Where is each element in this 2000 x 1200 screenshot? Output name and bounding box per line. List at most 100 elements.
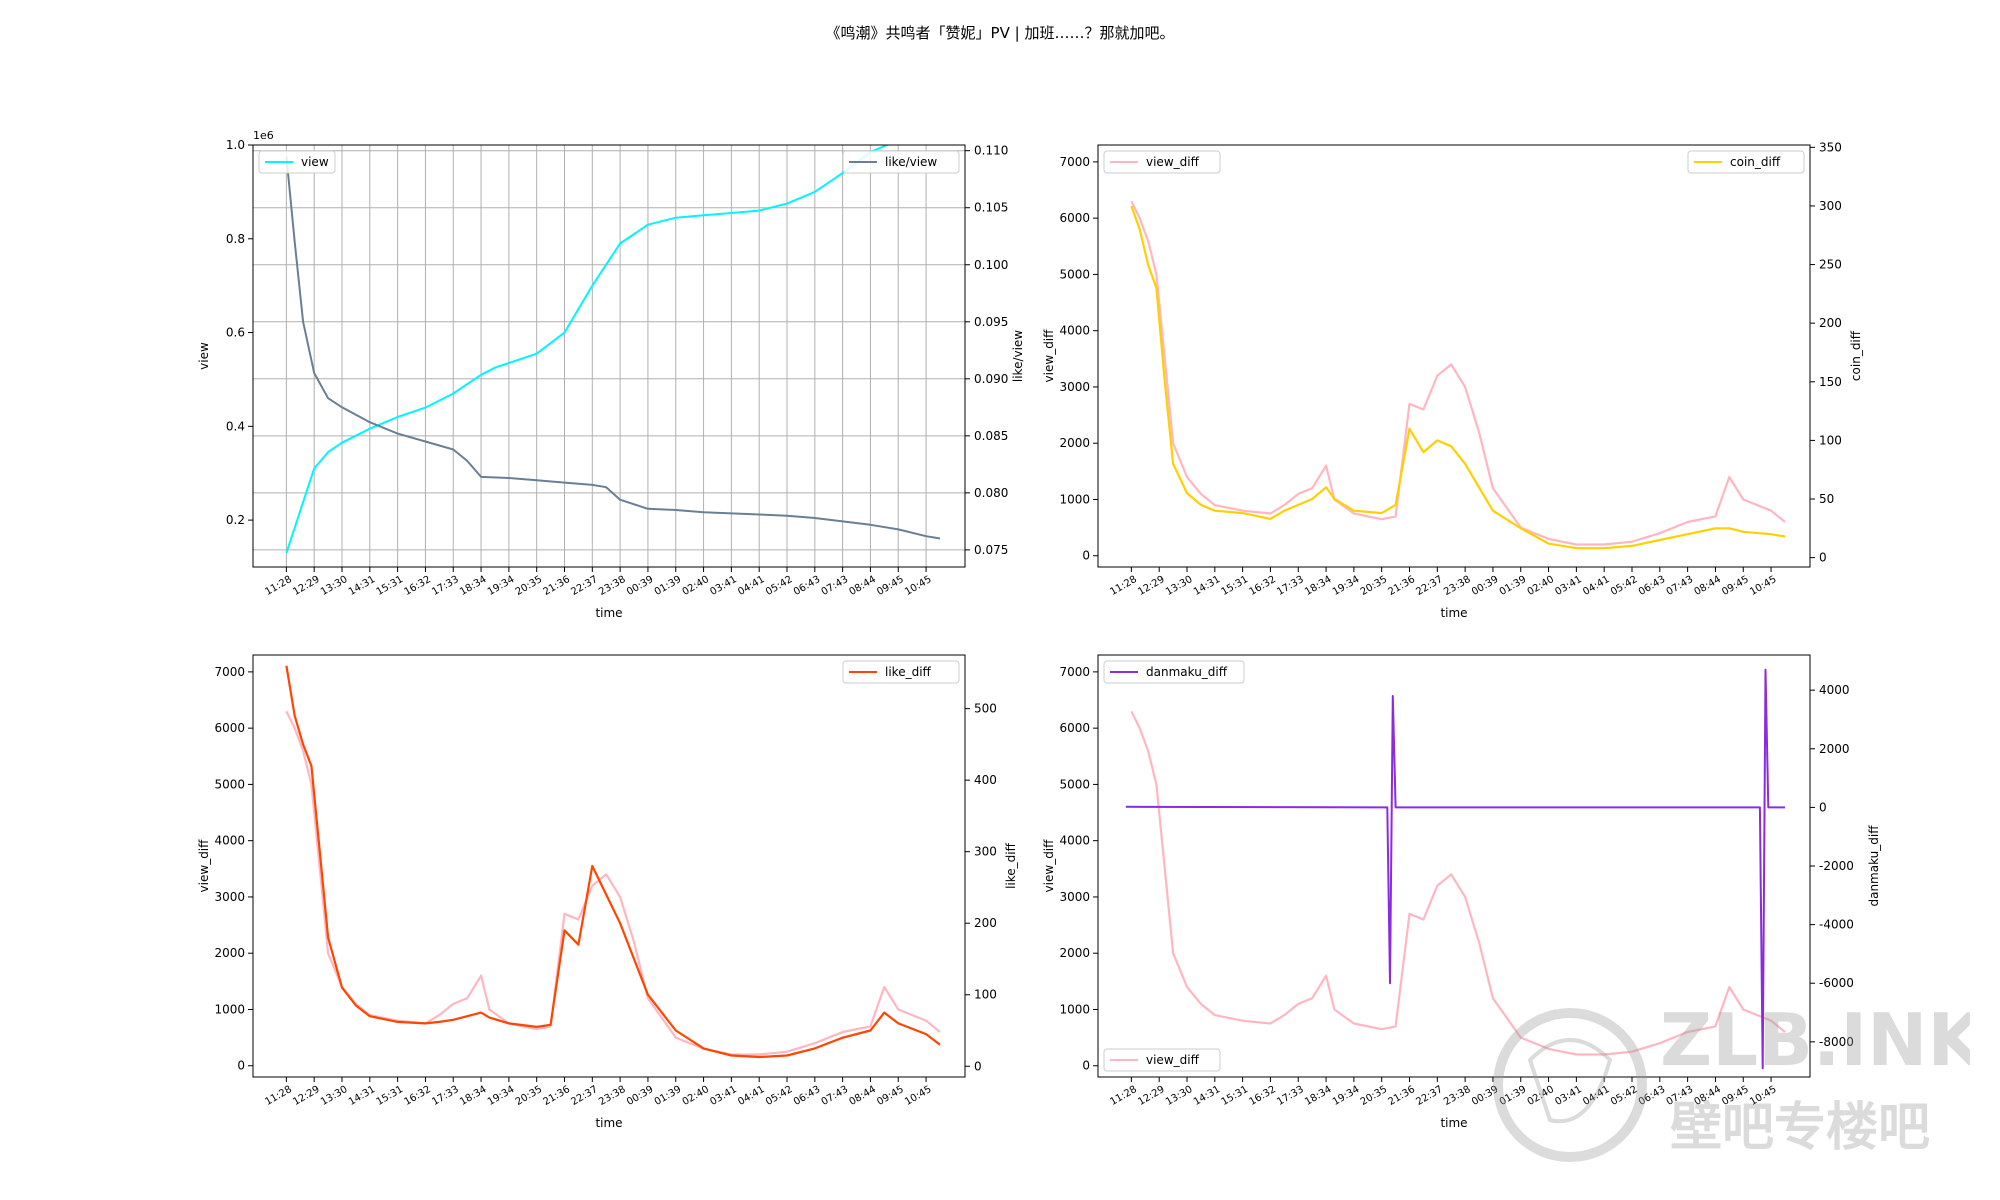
x-tick-label: 09:45 <box>875 574 905 598</box>
x-tick-label: 22:37 <box>569 1084 599 1108</box>
y-offset-text: 1e6 <box>253 129 274 142</box>
x-tick-label: 22:37 <box>569 574 599 598</box>
y-tick-label: 3000 <box>1059 380 1090 394</box>
y-right-tick-label: 250 <box>1819 258 1842 272</box>
x-tick-label: 05:42 <box>764 1084 794 1108</box>
subplot-view-likeview: 11:2812:2913:3014:3115:3116:3217:3318:34… <box>197 129 1025 620</box>
x-tick-label: 04:41 <box>736 1084 766 1108</box>
legend-label: view_diff <box>1146 1053 1200 1067</box>
y-tick-label: 5000 <box>1059 777 1090 791</box>
x-tick-label: 17:33 <box>1275 1084 1305 1108</box>
legend-box <box>842 660 960 684</box>
x-tick-label: 22:37 <box>1414 574 1444 598</box>
x-tick-label: 11:28 <box>1108 574 1138 598</box>
y-right-tick-label: 300 <box>974 845 997 859</box>
y-right-tick-label: -8000 <box>1819 1035 1854 1049</box>
series-line-view_diff-0 <box>1130 710 1786 1056</box>
subplot-viewdiff-likediff: 11:2812:2913:3014:3115:3116:3217:3318:34… <box>197 654 1018 1130</box>
legend-box <box>258 150 336 174</box>
x-tick-label: 21:36 <box>542 574 572 598</box>
y-right-tick-label: 0.085 <box>974 429 1008 443</box>
y-tick-label: 1000 <box>1059 1002 1090 1016</box>
x-tick-label: 04:41 <box>736 574 766 598</box>
legend-label: view_diff <box>1146 155 1200 169</box>
x-tick-label: 16:32 <box>402 574 432 598</box>
x-axis-label: time <box>595 1116 622 1130</box>
x-tick-label: 12:29 <box>1136 1084 1166 1108</box>
legend-label: like_diff <box>885 665 932 679</box>
legend-label: view <box>301 155 329 169</box>
y-right-tick-label: -2000 <box>1819 859 1854 873</box>
x-tick-label: 00:39 <box>625 1084 655 1108</box>
x-tick-label: 18:34 <box>458 1084 488 1108</box>
x-tick-label: 18:34 <box>1303 1084 1333 1108</box>
plot-frame <box>1097 654 1811 1078</box>
x-tick-label: 20:35 <box>1359 574 1389 598</box>
x-tick-label: 12:29 <box>291 574 321 598</box>
y-tick-label: 0.6 <box>226 326 245 340</box>
y-right-tick-label: 200 <box>1819 316 1842 330</box>
x-tick-label: 15:31 <box>375 574 405 598</box>
series-line-view_diff-0 <box>1130 200 1786 546</box>
x-tick-label: 16:32 <box>1247 574 1277 598</box>
y-tick-label: 6000 <box>214 721 245 735</box>
x-tick-label: 13:30 <box>319 574 349 598</box>
x-tick-label: 06:43 <box>1637 574 1667 598</box>
series-line-view-0 <box>285 145 890 554</box>
x-tick-label: 07:43 <box>820 574 850 598</box>
series-line-coin_diff-1 <box>1130 205 1786 550</box>
x-tick-label: 23:38 <box>597 1084 627 1108</box>
x-tick-label: 21:36 <box>542 1084 572 1108</box>
x-tick-label: 19:34 <box>1331 1084 1361 1108</box>
y-right-tick-label: 0.110 <box>974 144 1008 158</box>
x-tick-label: 02:40 <box>681 574 711 598</box>
x-tick-label: 23:38 <box>1442 1084 1472 1108</box>
x-tick-label: 13:30 <box>319 1084 349 1108</box>
x-tick-label: 02:40 <box>1526 574 1556 598</box>
y-right-tick-label: 150 <box>1819 375 1842 389</box>
y-right-tick-label: 300 <box>1819 199 1842 213</box>
x-tick-label: 17:33 <box>1275 574 1305 598</box>
x-tick-label: 08:44 <box>1692 574 1722 598</box>
x-tick-label: 13:30 <box>1164 1084 1194 1108</box>
figure-title: 《鸣潮》共鸣者「赞妮」PV | 加班……？那就加吧。 <box>825 24 1175 42</box>
y-right-tick-label: 500 <box>974 702 997 716</box>
x-tick-label: 21:36 <box>1387 1084 1417 1108</box>
y-right-tick-label: 350 <box>1819 140 1842 154</box>
subplot-viewdiff-coindiff: 11:2812:2913:3014:3115:3116:3217:3318:34… <box>1042 140 1863 620</box>
y-right-tick-label: 200 <box>974 916 997 930</box>
x-axis-label: time <box>1440 1116 1467 1130</box>
y-tick-label: 7000 <box>1059 665 1090 679</box>
y-right-tick-label: 0 <box>1819 800 1827 814</box>
x-tick-label: 12:29 <box>1136 574 1166 598</box>
series-line-view_diff-0 <box>285 710 941 1056</box>
y-right-tick-label: 0 <box>974 1059 982 1073</box>
x-tick-label: 16:32 <box>1247 1084 1277 1108</box>
x-tick-label: 01:39 <box>653 574 683 598</box>
plot-frame <box>1097 144 1811 568</box>
y-tick-label: 1.0 <box>226 138 245 152</box>
y-tick-label: 6000 <box>1059 211 1090 225</box>
plot-frame <box>252 144 966 568</box>
legend-box <box>1103 660 1245 684</box>
x-tick-label: 14:31 <box>347 574 377 598</box>
y-right-tick-label: 100 <box>974 988 997 1002</box>
x-tick-label: 08:44 <box>847 1084 877 1108</box>
y-right-tick-label: 2000 <box>1819 742 1850 756</box>
y-tick-label: 0 <box>237 1059 245 1073</box>
x-tick-label: 23:38 <box>1442 574 1472 598</box>
x-tick-label: 01:39 <box>653 1084 683 1108</box>
y-tick-label: 0 <box>1082 549 1090 563</box>
y-right-axis-label: coin_diff <box>1849 330 1863 381</box>
x-tick-label: 22:37 <box>1414 1084 1444 1108</box>
y-tick-label: 0.8 <box>226 232 245 246</box>
x-tick-label: 06:43 <box>792 574 822 598</box>
y-right-tick-label: 100 <box>1819 433 1842 447</box>
x-tick-label: 07:43 <box>820 1084 850 1108</box>
x-tick-label: 23:38 <box>597 574 627 598</box>
svg-text:壁吧专楼吧: 壁吧专楼吧 <box>1670 1098 1930 1158</box>
x-tick-label: 08:44 <box>847 574 877 598</box>
x-tick-label: 15:31 <box>1220 574 1250 598</box>
x-tick-label: 16:32 <box>402 1084 432 1108</box>
y-tick-label: 0 <box>1082 1059 1090 1073</box>
